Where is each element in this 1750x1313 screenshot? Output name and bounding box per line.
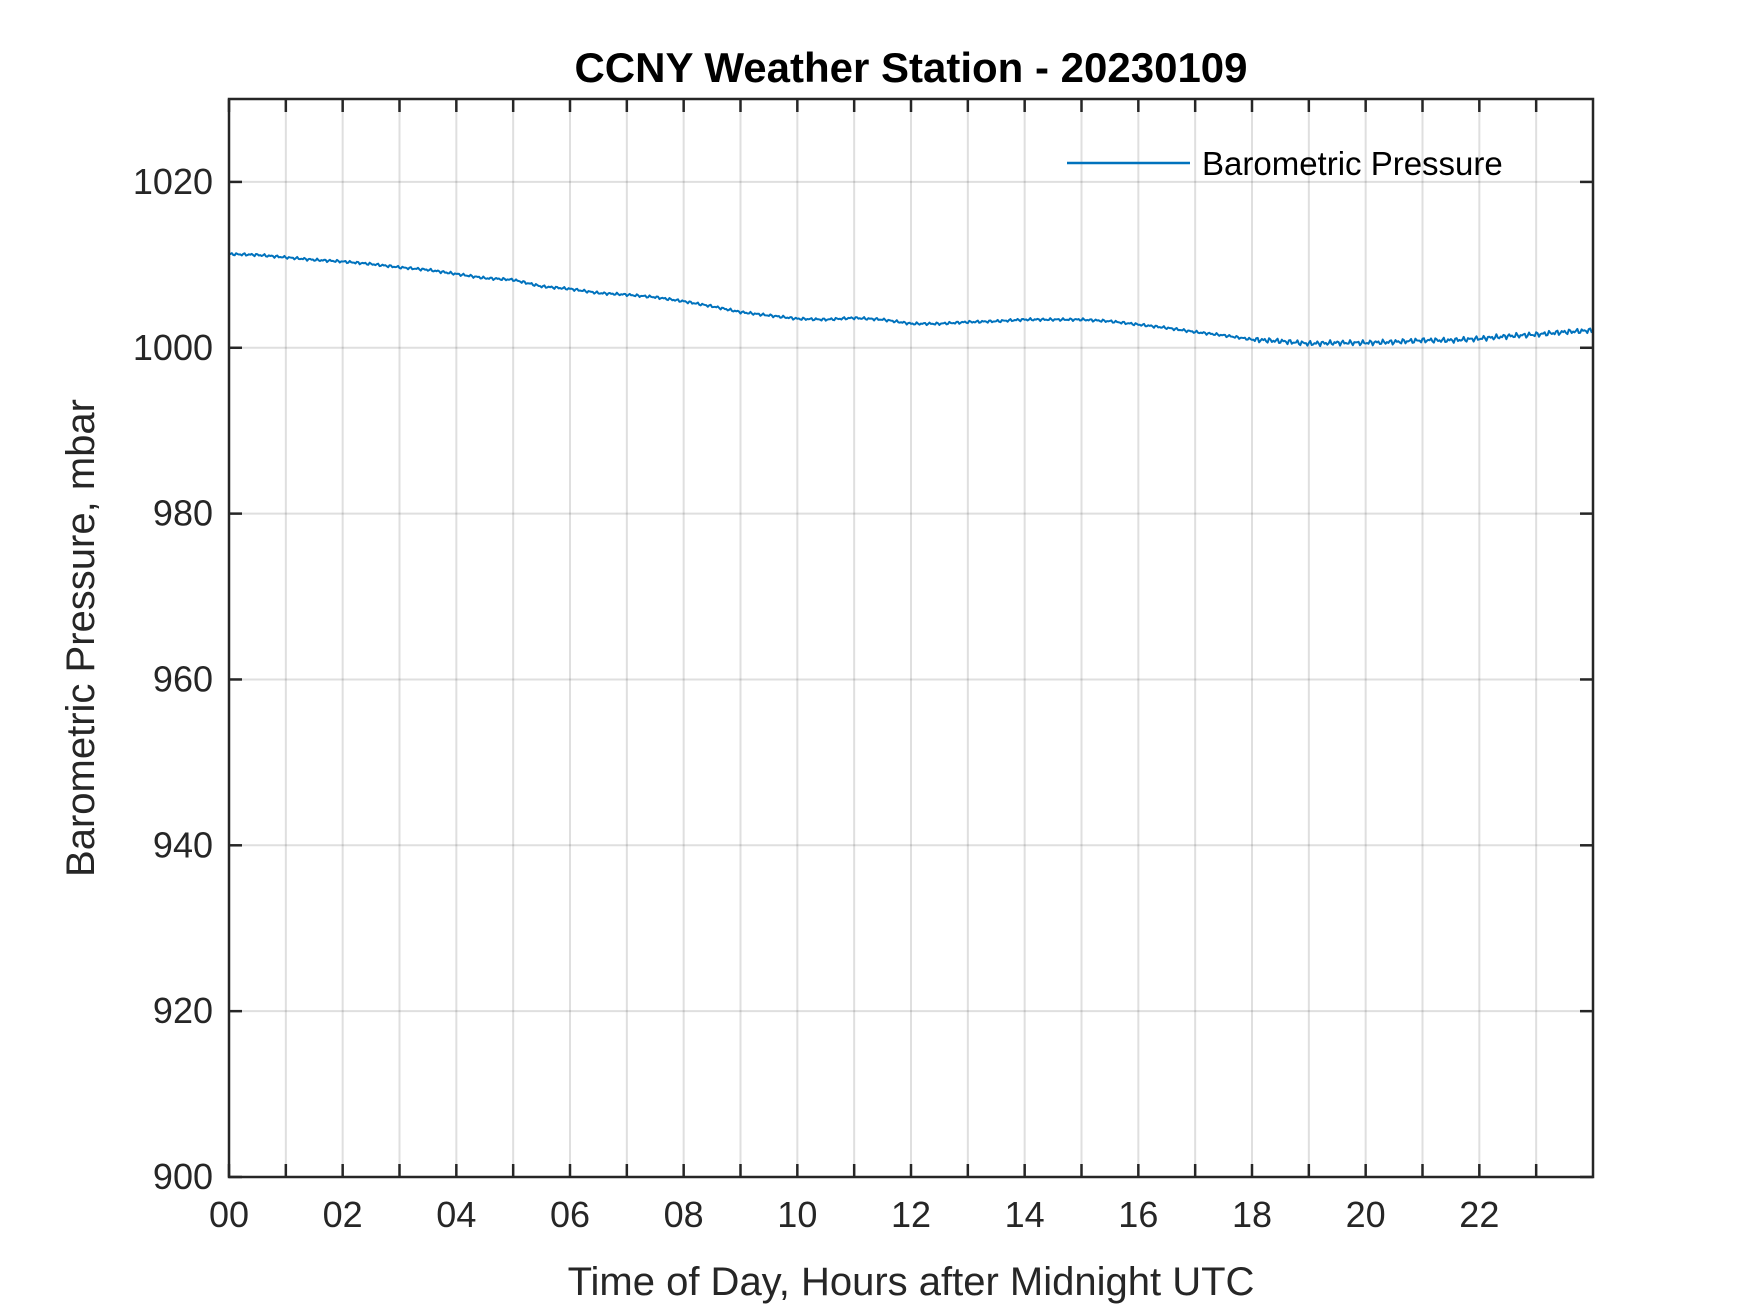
chart-title: CCNY Weather Station - 20230109 (574, 44, 1247, 91)
data-point (825, 319, 827, 321)
x-tick-label: 10 (777, 1194, 817, 1235)
data-point (882, 319, 884, 321)
data-point (256, 254, 258, 256)
data-point (1478, 338, 1480, 340)
legend: Barometric Pressure (1067, 145, 1503, 182)
data-point (1564, 331, 1566, 333)
x-tick-label: 14 (1005, 1194, 1045, 1235)
data-point (938, 323, 940, 325)
y-axis-label: Barometric Pressure, mbar (59, 399, 103, 877)
data-point (1535, 334, 1537, 336)
tick-labels: 00 02 04 06 08 10 12 14 16 18 20 22 900 920 940 960 980 1… (133, 161, 1499, 1235)
data-point (796, 318, 798, 320)
data-point (484, 277, 486, 279)
data-point (1336, 342, 1338, 344)
data-point (1052, 319, 1054, 321)
data-point (342, 261, 344, 263)
data-point (1109, 320, 1111, 322)
data-point (1251, 338, 1253, 340)
y-tick-label: 920 (153, 990, 213, 1031)
data-point (455, 273, 457, 275)
x-tick-label: 02 (323, 1194, 363, 1235)
data-point (427, 269, 429, 271)
ticks (227, 99, 1593, 1179)
data-point (1393, 341, 1395, 343)
x-tick-label: 22 (1459, 1194, 1499, 1235)
x-tick-label: 16 (1118, 1194, 1158, 1235)
data-point (313, 259, 315, 261)
data-point (1507, 335, 1509, 337)
grid (229, 99, 1593, 1177)
data-point (683, 300, 685, 302)
x-tick-label: 04 (436, 1194, 476, 1235)
data-point (1194, 331, 1196, 333)
y-tick-label: 1020 (133, 161, 213, 202)
data-point (853, 317, 855, 319)
x-tick-label: 12 (891, 1194, 931, 1235)
data-point (1166, 327, 1168, 329)
data-point (1223, 334, 1225, 336)
data-point (1365, 342, 1367, 344)
data-point (399, 266, 401, 268)
data-point (1422, 339, 1424, 341)
x-tick-label: 06 (550, 1194, 590, 1235)
data-point (1137, 324, 1139, 326)
series-layer (228, 252, 1594, 348)
data-point (768, 314, 770, 316)
data-point (285, 256, 287, 258)
data-point (1279, 340, 1281, 342)
legend-label: Barometric Pressure (1202, 145, 1503, 182)
data-point (541, 285, 543, 287)
data-point (995, 320, 997, 322)
data-point (512, 279, 514, 281)
x-tick-label: 18 (1232, 1194, 1272, 1235)
x-tick-label: 08 (664, 1194, 704, 1235)
data-point (740, 311, 742, 313)
data-point (370, 263, 372, 265)
data-point (597, 292, 599, 294)
data-point (569, 288, 571, 290)
plot-area (229, 99, 1593, 1177)
x-axis-label: Time of Day, Hours after Midnight UTC (568, 1260, 1255, 1304)
data-point (910, 323, 912, 325)
y-tick-label: 1000 (133, 327, 213, 368)
x-tick-label: 20 (1346, 1194, 1386, 1235)
data-point (967, 321, 969, 323)
data-point (1081, 319, 1083, 321)
x-tick-label: 00 (209, 1194, 249, 1235)
y-tick-label: 960 (153, 658, 213, 699)
y-tick-label: 940 (153, 824, 213, 865)
data-point (654, 296, 656, 298)
data-point (711, 305, 713, 307)
y-tick-label: 900 (153, 1156, 213, 1197)
data-point (1024, 319, 1026, 321)
series-line-1 (228, 252, 1594, 348)
data-point (1308, 343, 1310, 345)
data-point (1450, 339, 1452, 341)
data-point (626, 294, 628, 296)
y-tick-label: 980 (153, 493, 213, 534)
